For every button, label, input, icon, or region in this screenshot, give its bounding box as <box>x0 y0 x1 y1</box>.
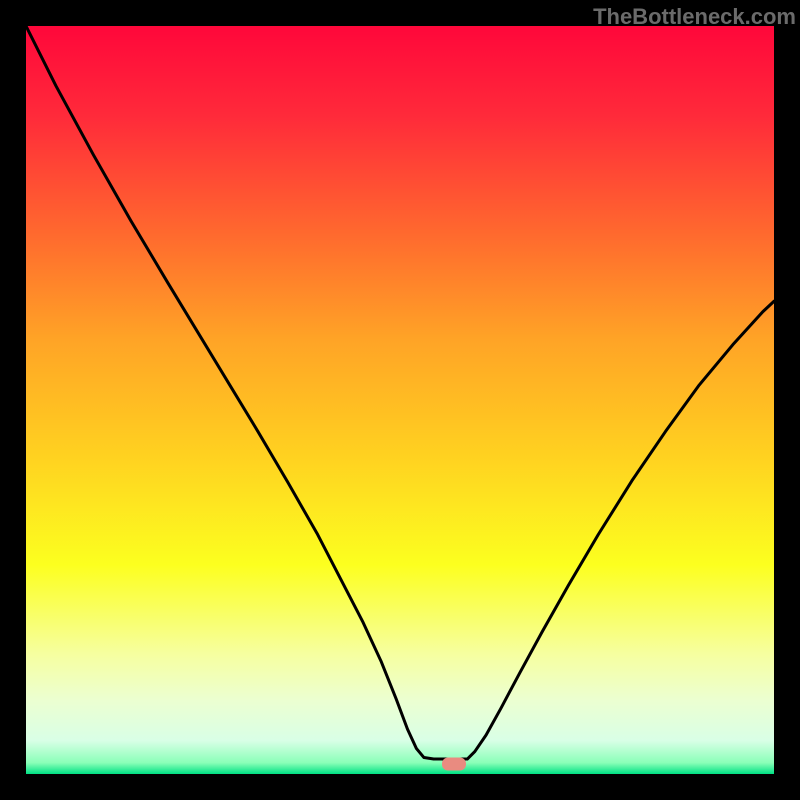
optimum-marker <box>442 757 466 770</box>
plot-area <box>26 26 774 774</box>
bottleneck-curve <box>26 26 774 774</box>
attribution-text: TheBottleneck.com <box>593 4 796 30</box>
